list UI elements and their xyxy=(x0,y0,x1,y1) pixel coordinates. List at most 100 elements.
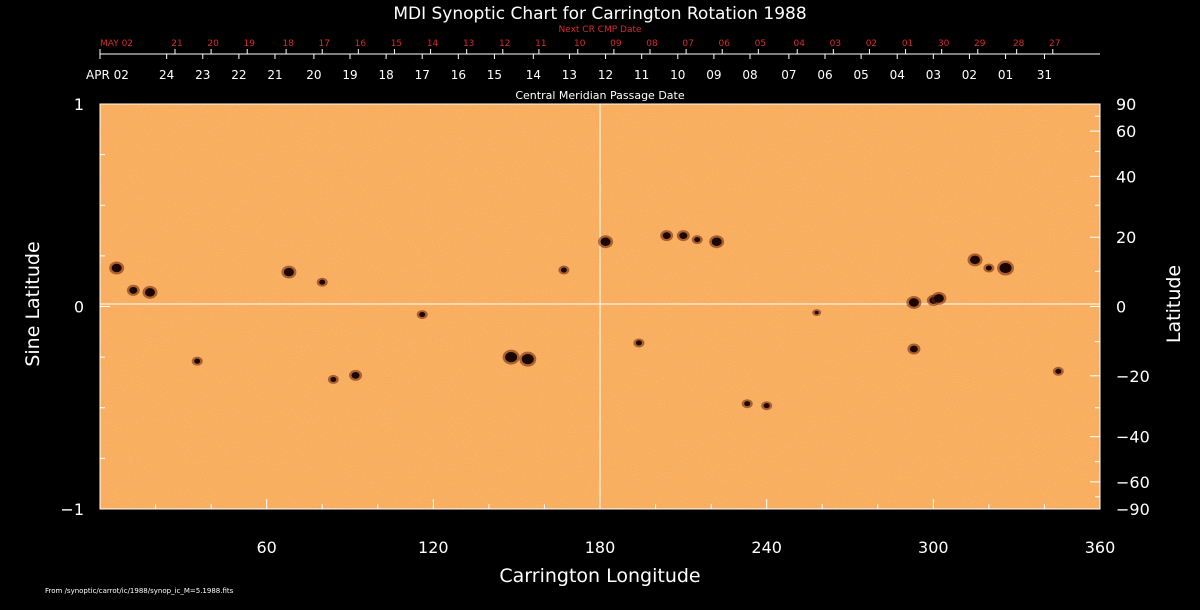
next-date-tick-label: MAY 02 xyxy=(100,39,133,49)
sunspot xyxy=(521,354,534,365)
y-left-tick-label: 1 xyxy=(74,95,84,114)
y-left-tick-label: −1 xyxy=(60,500,84,519)
x-tick-label: 180 xyxy=(585,538,616,557)
next-date-ticks: MAY 02 21 20 19 18 17 16 15 14 13 12 11 10 09 08 07 06 05… xyxy=(99,39,1061,54)
sunspot xyxy=(909,345,918,353)
next-date-tick-label: 13 xyxy=(463,39,474,49)
next-date-tick-label: 16 xyxy=(355,39,367,49)
y-left-tick-label: 0 xyxy=(74,298,84,317)
sunspot xyxy=(351,371,360,379)
next-date-tick-label: 15 xyxy=(391,39,402,49)
date-tick-label: 31 xyxy=(1037,68,1052,82)
y-right-tick-label: −40 xyxy=(1116,428,1150,447)
sunspot xyxy=(283,267,294,277)
date-tick-label: 11 xyxy=(634,68,649,82)
next-date-tick-label: 21 xyxy=(171,39,182,49)
x-tick-label: 60 xyxy=(256,538,276,557)
sunspot xyxy=(129,286,138,294)
next-date-tick-label: 01 xyxy=(902,39,913,49)
date-tick-label: 21 xyxy=(267,68,282,82)
next-date-tick-label: 20 xyxy=(207,39,219,49)
y-right-tick-label: −20 xyxy=(1116,367,1150,386)
date-tick-label: 15 xyxy=(487,68,502,82)
y-axis-label-left: Sine Latitude xyxy=(22,241,44,366)
date-tick-label: 24 xyxy=(159,68,174,82)
sunspot xyxy=(744,401,751,407)
sunspot xyxy=(814,310,819,315)
x-axis-label: Carrington Longitude xyxy=(499,565,700,587)
sunspot xyxy=(505,352,518,363)
sunspot xyxy=(560,267,567,273)
next-date-tick-label: 28 xyxy=(1013,39,1025,49)
y-axis-left: 1 0 −1 xyxy=(60,95,110,519)
next-date-tick-label: 04 xyxy=(793,39,805,49)
next-date-tick-label: 27 xyxy=(1049,39,1060,49)
next-date-tick-label: 03 xyxy=(830,39,841,49)
x-tick-label: 120 xyxy=(418,538,449,557)
y-axis-label-right: Latitude xyxy=(1163,265,1185,343)
y-axis-right: 90 60 40 20 0 −20 −40 −60 −90 xyxy=(1090,95,1150,519)
next-date-tick-label: 05 xyxy=(755,39,766,49)
sunspot xyxy=(679,232,688,240)
date-tick-label: 05 xyxy=(853,68,868,82)
cmp-date-ticks: APR 02 24 23 22 21 20 19 18 17 16 15 14 13 12 11 10 09 08… xyxy=(86,54,1052,82)
y-right-tick-label: −90 xyxy=(1116,500,1150,519)
x-tick-label: 300 xyxy=(918,538,949,557)
y-right-tick-label: −60 xyxy=(1116,473,1150,492)
next-date-tick-label: 30 xyxy=(938,39,950,49)
y-right-tick-label: 0 xyxy=(1116,298,1126,317)
sunspot xyxy=(662,232,671,240)
footer-source: From /synoptic/carrot/ic/1988/synop_ic_M… xyxy=(45,587,234,595)
sunspot xyxy=(1055,368,1062,374)
date-tick-label: 23 xyxy=(195,68,210,82)
next-date-tick-label: 17 xyxy=(318,39,329,49)
date-tick-label: 06 xyxy=(817,68,832,82)
sunspot xyxy=(908,298,919,307)
sunspot xyxy=(635,340,642,346)
next-date-tick-label: 11 xyxy=(535,39,546,49)
sunspot xyxy=(970,255,980,265)
date-tick-label: 13 xyxy=(562,68,577,82)
date-tick-label: 04 xyxy=(890,68,905,82)
sunspot xyxy=(419,312,426,318)
sunspot xyxy=(933,294,944,303)
next-date-tick-label: 29 xyxy=(974,39,986,49)
next-date-tick-label: 02 xyxy=(866,39,877,49)
date-tick-label: 01 xyxy=(998,68,1013,82)
next-date-tick-label: 19 xyxy=(243,39,255,49)
sunspot xyxy=(145,288,155,297)
next-date-tick-label: 08 xyxy=(646,39,658,49)
next-date-tick-label: 18 xyxy=(282,39,294,49)
date-tick-label: 12 xyxy=(598,68,613,82)
y-right-tick-label: 90 xyxy=(1116,95,1136,114)
date-tick-label: 20 xyxy=(306,68,321,82)
date-tick-label: APR 02 xyxy=(86,68,129,82)
date-tick-label: 19 xyxy=(342,68,357,82)
cmp-axis-label: Central Meridian Passage Date xyxy=(515,89,684,102)
date-tick-label: 14 xyxy=(526,68,541,82)
date-tick-label: 10 xyxy=(670,68,685,82)
date-tick-label: 03 xyxy=(926,68,941,82)
next-date-tick-label: 12 xyxy=(499,39,510,49)
x-axis: 60 120 180 240 300 360 xyxy=(155,499,1116,557)
date-tick-label: 09 xyxy=(706,68,721,82)
sunspot xyxy=(600,237,611,246)
next-date-tick-label: 09 xyxy=(610,39,622,49)
date-tick-label: 18 xyxy=(378,68,393,82)
chart-title: MDI Synoptic Chart for Carrington Rotati… xyxy=(393,4,806,24)
sunspot xyxy=(999,262,1012,274)
sunspot xyxy=(694,237,701,243)
next-date-tick-label: 10 xyxy=(574,39,586,49)
date-tick-label: 22 xyxy=(231,68,246,82)
next-date-tick-label: 14 xyxy=(427,39,439,49)
sunspot xyxy=(319,279,326,285)
x-tick-label: 360 xyxy=(1085,538,1116,557)
sunspot xyxy=(711,237,722,246)
sunspot xyxy=(985,265,992,271)
sunspot-layer xyxy=(109,230,1064,411)
y-right-tick-label: 20 xyxy=(1116,228,1136,247)
sunspot xyxy=(194,358,201,364)
sunspot xyxy=(763,403,770,409)
next-date-tick-label: 06 xyxy=(718,39,730,49)
